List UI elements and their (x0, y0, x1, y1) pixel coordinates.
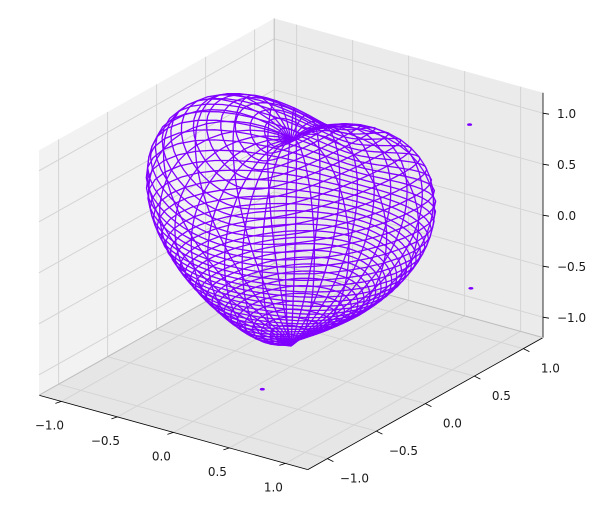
z-tick-mark (542, 316, 550, 319)
x-tick-label: 1.0 (264, 480, 283, 494)
x-tick-label: −0.5 (91, 434, 120, 448)
z-tick-label: −0.5 (557, 260, 586, 274)
wireframe-meridian (261, 140, 292, 347)
wireframe-meridian (290, 124, 375, 347)
pane-edge (274, 262, 544, 339)
y-tick-label: 0.5 (492, 389, 511, 403)
wireframe-meridian (284, 137, 292, 347)
wireframe-meridian (266, 100, 292, 347)
wireframe-meridian (290, 123, 408, 347)
surface-artifact (467, 123, 473, 126)
y-tick-label: 1.0 (541, 362, 560, 376)
y-tick-mark (474, 375, 481, 380)
x-tick-mark (167, 432, 174, 435)
x-tick-mark (279, 463, 286, 466)
gridline-x (229, 315, 465, 449)
gridline-z (274, 89, 544, 165)
y-tick-mark (376, 430, 383, 435)
wireframe-meridian (290, 107, 298, 347)
wireframe-meridian (290, 133, 388, 347)
wireframe-meridian (290, 124, 359, 347)
wireframe-meridian (290, 122, 423, 347)
z-tick-label: 0.0 (557, 209, 576, 223)
gridline-z (274, 38, 544, 114)
y-tick-mark (327, 458, 334, 462)
z-tick-mark (542, 163, 550, 166)
wireframe-meridian (290, 114, 321, 347)
z-tick-mark (542, 112, 550, 115)
wireframe-meridian (194, 93, 292, 347)
wireframe-meridian (223, 141, 292, 347)
z-tick-mark (542, 265, 550, 268)
x-tick-mark (55, 401, 62, 404)
wireframe-meridian (290, 136, 350, 347)
wireframe-meridian (290, 120, 341, 347)
wireframe-meridian (241, 141, 292, 347)
x-tick-label: 0.5 (208, 465, 227, 479)
gridline-x (285, 330, 521, 464)
axes-ticks: −1.0 −1.0 −1.0 −0.5 −0.5 −0.5 0.0 0.0 0.0 0.5 0.5 0… (35, 107, 586, 494)
z-tick-label: 1.0 (557, 107, 576, 121)
wireframe-meridian (290, 124, 392, 347)
y-tick-label: −1.0 (340, 472, 369, 486)
pane-edge (38, 262, 275, 396)
wireframe-meridian (146, 109, 292, 347)
y-tick-label: 0.0 (443, 417, 462, 431)
z-tick-mark (542, 214, 550, 217)
wireframe-meridian (174, 135, 292, 347)
z-tick-label: −1.0 (557, 311, 586, 325)
surface-artifact (468, 287, 474, 290)
x-tick-label: 0.0 (152, 449, 171, 463)
y-tick-label: −0.5 (389, 444, 418, 458)
wireframe-meridian (207, 140, 292, 347)
y-tick-mark (425, 403, 432, 407)
y-tick-mark (523, 348, 530, 352)
z-tick-label: 0.5 (557, 158, 576, 172)
wireframe-meridian (159, 129, 292, 347)
x-tick-mark (223, 447, 230, 451)
wireframe-meridian (232, 94, 292, 347)
gridline-z (38, 38, 275, 172)
gridline-y (156, 328, 426, 405)
x-tick-mark (111, 416, 118, 420)
wireframe-meridian (290, 137, 316, 347)
surface-artifact (259, 387, 265, 391)
x-tick-label: −1.0 (35, 418, 64, 432)
heart-wireframe (145, 93, 474, 391)
